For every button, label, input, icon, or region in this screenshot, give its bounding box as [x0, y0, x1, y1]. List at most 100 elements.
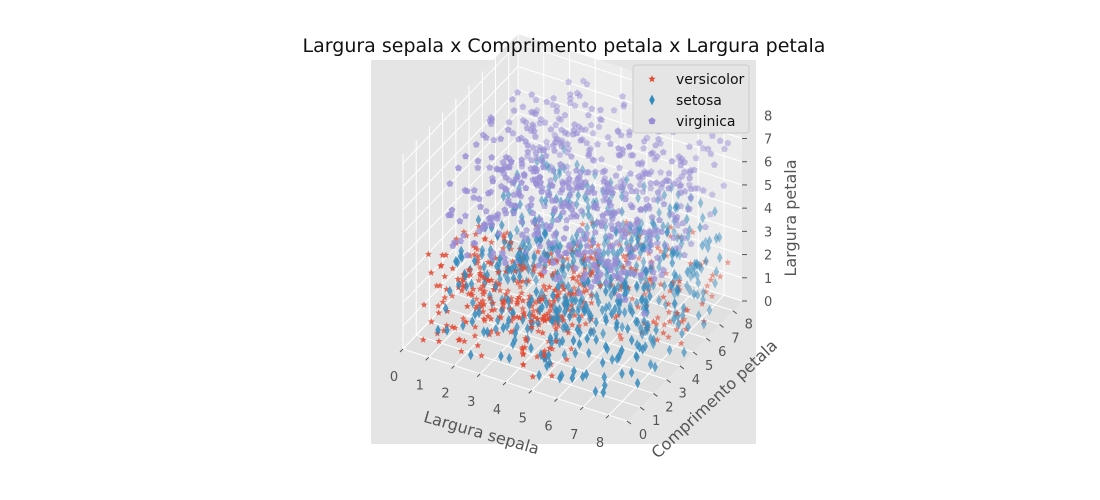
data-point-setosa	[505, 274, 511, 285]
data-point-versicolor	[563, 355, 571, 363]
y-tick-label: 0	[639, 428, 647, 443]
x-tick-mark	[451, 365, 455, 369]
data-point-virginica	[620, 102, 628, 110]
data-point-versicolor	[449, 264, 457, 272]
data-point-versicolor	[471, 332, 479, 339]
data-point-versicolor	[650, 318, 657, 325]
data-point-virginica	[502, 174, 510, 181]
data-point-virginica	[609, 225, 617, 233]
data-point-setosa	[663, 299, 669, 310]
data-point-setosa	[669, 257, 676, 269]
data-point-virginica	[495, 230, 503, 237]
data-point-virginica	[619, 92, 626, 100]
data-point-virginica	[565, 184, 573, 191]
data-point-virginica	[677, 181, 685, 189]
data-point-virginica	[576, 226, 584, 234]
data-point-virginica	[637, 206, 645, 213]
data-point-versicolor	[588, 299, 595, 306]
data-point-virginica	[642, 170, 650, 177]
data-point-virginica	[514, 173, 522, 181]
data-point-virginica	[472, 141, 480, 148]
data-point-virginica	[533, 230, 541, 237]
data-point-virginica	[561, 199, 569, 206]
data-point-setosa	[533, 286, 540, 298]
data-point-versicolor	[434, 302, 442, 309]
data-point-virginica	[554, 248, 562, 255]
data-point-versicolor	[519, 297, 527, 304]
data-point-virginica	[616, 164, 623, 171]
data-point-setosa	[584, 222, 590, 233]
data-point-versicolor	[494, 268, 502, 276]
data-point-versicolor	[495, 280, 503, 288]
data-point-versicolor	[673, 326, 680, 333]
data-point-virginica	[519, 103, 527, 110]
data-point-virginica	[559, 180, 567, 187]
data-point-virginica	[554, 216, 561, 223]
data-point-virginica	[598, 256, 605, 263]
data-point-virginica	[626, 246, 634, 253]
data-point-virginica	[561, 129, 569, 136]
data-point-virginica	[681, 158, 688, 166]
data-point-virginica	[687, 194, 695, 201]
z-tick-label: 7	[764, 133, 772, 148]
data-point-setosa	[506, 314, 512, 326]
x-tick-mark	[528, 390, 533, 394]
data-point-setosa	[472, 309, 478, 320]
x-tick-mark	[502, 381, 507, 386]
data-point-setosa	[554, 305, 560, 317]
y-tick-mark	[692, 351, 698, 356]
data-point-virginica	[588, 105, 596, 112]
data-point-virginica	[456, 217, 464, 225]
data-point-versicolor	[683, 306, 691, 314]
data-point-virginica	[481, 220, 489, 228]
data-point-virginica	[482, 134, 490, 141]
data-point-virginica	[539, 146, 547, 153]
data-point-versicolor	[664, 300, 672, 307]
data-point-versicolor	[531, 299, 539, 306]
data-point-virginica	[531, 133, 539, 140]
data-point-virginica	[674, 221, 682, 229]
data-point-virginica	[679, 219, 687, 227]
data-point-versicolor	[528, 323, 536, 331]
legend-marker-versicolor	[648, 75, 656, 83]
data-point-versicolor	[442, 251, 450, 259]
data-point-virginica	[573, 212, 580, 220]
data-point-virginica	[627, 170, 634, 177]
data-point-versicolor	[542, 286, 550, 293]
data-point-setosa	[569, 248, 575, 259]
data-point-virginica	[653, 153, 661, 160]
data-point-virginica	[446, 180, 454, 187]
data-point-virginica	[716, 137, 724, 144]
data-point-virginica	[590, 261, 598, 268]
data-point-virginica	[607, 233, 615, 240]
data-point-virginica	[610, 272, 618, 279]
data-point-setosa	[643, 265, 649, 277]
data-point-versicolor	[707, 276, 715, 283]
data-point-virginica	[599, 212, 607, 219]
data-point-virginica	[547, 177, 555, 184]
data-point-virginica	[595, 123, 603, 130]
data-point-versicolor	[594, 241, 602, 249]
data-point-versicolor	[660, 321, 668, 328]
data-point-virginica	[524, 141, 532, 149]
data-point-virginica	[489, 249, 497, 256]
data-point-virginica	[528, 156, 535, 164]
data-point-versicolor	[437, 261, 445, 269]
data-point-versicolor	[519, 361, 527, 368]
data-point-setosa	[624, 174, 630, 185]
data-point-versicolor	[473, 295, 480, 303]
data-point-setosa	[555, 281, 561, 293]
data-point-virginica	[507, 201, 515, 208]
data-point-virginica	[601, 167, 609, 174]
data-point-versicolor	[548, 271, 556, 278]
data-point-virginica	[482, 207, 490, 215]
data-point-virginica	[656, 216, 663, 224]
y-tick-mark	[706, 337, 711, 342]
data-point-virginica	[591, 168, 599, 175]
data-point-versicolor	[534, 248, 542, 255]
data-point-virginica	[678, 172, 686, 180]
data-point-setosa	[579, 371, 586, 382]
data-point-virginica	[488, 254, 496, 261]
data-point-virginica	[549, 101, 557, 108]
data-point-virginica	[486, 117, 494, 124]
